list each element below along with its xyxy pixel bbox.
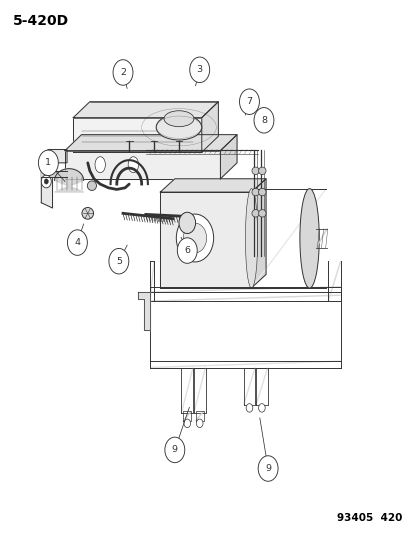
Polygon shape — [150, 261, 154, 301]
Ellipse shape — [82, 207, 94, 219]
Circle shape — [254, 108, 274, 133]
Polygon shape — [316, 229, 327, 248]
Ellipse shape — [87, 181, 97, 190]
Ellipse shape — [164, 111, 194, 127]
Circle shape — [113, 60, 133, 85]
Text: 5-420D: 5-420D — [13, 14, 69, 28]
Circle shape — [179, 212, 196, 233]
Polygon shape — [194, 368, 206, 413]
Polygon shape — [65, 135, 237, 151]
Text: 7: 7 — [246, 97, 253, 106]
Ellipse shape — [252, 167, 260, 174]
Text: 3: 3 — [197, 66, 203, 74]
Text: 2: 2 — [120, 68, 126, 77]
Circle shape — [177, 238, 197, 263]
Text: 8: 8 — [261, 116, 267, 125]
Circle shape — [246, 403, 253, 412]
Ellipse shape — [259, 209, 266, 217]
Text: 93405  420: 93405 420 — [337, 513, 403, 523]
Circle shape — [41, 175, 51, 188]
Polygon shape — [220, 135, 237, 179]
Polygon shape — [160, 179, 266, 192]
Circle shape — [183, 223, 207, 253]
Text: 9: 9 — [265, 464, 271, 473]
Polygon shape — [160, 192, 252, 288]
Polygon shape — [244, 368, 255, 405]
Ellipse shape — [156, 115, 202, 140]
Polygon shape — [65, 151, 220, 179]
Polygon shape — [54, 169, 84, 192]
Polygon shape — [328, 261, 341, 301]
Ellipse shape — [259, 188, 266, 196]
Circle shape — [259, 403, 265, 412]
Circle shape — [38, 150, 58, 175]
Ellipse shape — [245, 189, 258, 288]
Circle shape — [258, 456, 278, 481]
Text: 5: 5 — [116, 257, 122, 265]
Polygon shape — [252, 189, 326, 288]
Ellipse shape — [259, 167, 266, 174]
Text: 4: 4 — [74, 238, 80, 247]
Polygon shape — [196, 411, 204, 421]
Polygon shape — [181, 368, 193, 413]
Ellipse shape — [95, 157, 105, 173]
Polygon shape — [73, 102, 218, 118]
Ellipse shape — [128, 157, 139, 173]
Circle shape — [109, 248, 129, 274]
Polygon shape — [150, 287, 341, 292]
Circle shape — [196, 419, 203, 427]
Circle shape — [165, 437, 185, 463]
Text: 9: 9 — [172, 446, 178, 455]
Polygon shape — [252, 179, 266, 288]
Ellipse shape — [252, 209, 260, 217]
Circle shape — [67, 230, 87, 255]
Ellipse shape — [300, 189, 319, 288]
Polygon shape — [202, 102, 218, 152]
Circle shape — [176, 214, 214, 262]
Circle shape — [44, 179, 48, 184]
Polygon shape — [138, 292, 150, 330]
Polygon shape — [41, 171, 67, 177]
Polygon shape — [150, 295, 341, 301]
Polygon shape — [150, 361, 341, 368]
Circle shape — [184, 419, 191, 427]
Polygon shape — [73, 118, 202, 152]
Polygon shape — [41, 150, 67, 208]
Circle shape — [240, 89, 260, 115]
Circle shape — [190, 57, 210, 83]
Text: 6: 6 — [184, 246, 190, 255]
Polygon shape — [183, 411, 191, 421]
Ellipse shape — [252, 188, 260, 196]
Polygon shape — [256, 368, 268, 405]
Text: 1: 1 — [45, 158, 51, 167]
